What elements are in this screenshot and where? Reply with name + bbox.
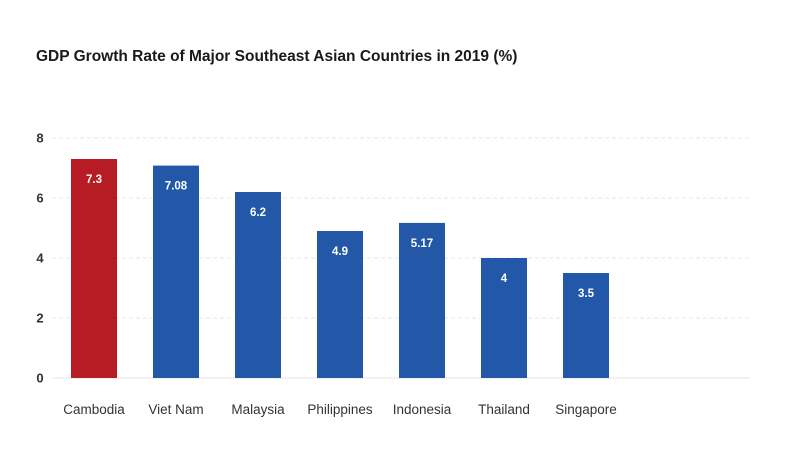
y-axis: 0 2 4 6 8 [36, 131, 44, 386]
x-tick-label: Cambodia [63, 402, 125, 417]
data-label: 4.9 [332, 246, 348, 258]
data-label: 6.2 [250, 207, 266, 219]
bar-malaysia[interactable] [235, 192, 281, 378]
data-label: 4 [501, 273, 508, 285]
y-tick-label: 0 [36, 371, 43, 386]
bar-thailand[interactable] [481, 258, 527, 378]
data-label: 3.5 [578, 288, 595, 300]
bar-philippines[interactable] [317, 231, 363, 378]
bar-singapore[interactable] [563, 273, 609, 378]
y-tick-label: 4 [36, 251, 44, 266]
x-tick-label: Indonesia [393, 402, 452, 417]
data-label: 5.17 [411, 238, 433, 250]
bars [71, 159, 609, 378]
x-tick-label: Philippines [307, 402, 373, 417]
y-tick-label: 6 [36, 191, 43, 206]
x-tick-label: Singapore [555, 402, 617, 417]
y-tick-label: 8 [36, 131, 43, 146]
x-axis: Cambodia Viet Nam Malaysia Philippines Indon… [63, 402, 617, 417]
data-labels: 7.3 7.08 6.2 4.9 5.17 4 3.5 [86, 174, 595, 300]
y-tick-label: 2 [36, 311, 43, 326]
x-tick-label: Thailand [478, 402, 530, 417]
bar-cambodia[interactable] [71, 159, 117, 378]
data-label: 7.08 [165, 181, 188, 193]
x-tick-label: Malaysia [231, 402, 285, 417]
data-label: 7.3 [86, 174, 102, 186]
bar-viet-nam[interactable] [153, 165, 199, 378]
x-tick-label: Viet Nam [148, 402, 203, 417]
bar-indonesia[interactable] [399, 222, 445, 378]
chart-title: GDP Growth Rate of Major Southeast Asian… [36, 48, 518, 65]
